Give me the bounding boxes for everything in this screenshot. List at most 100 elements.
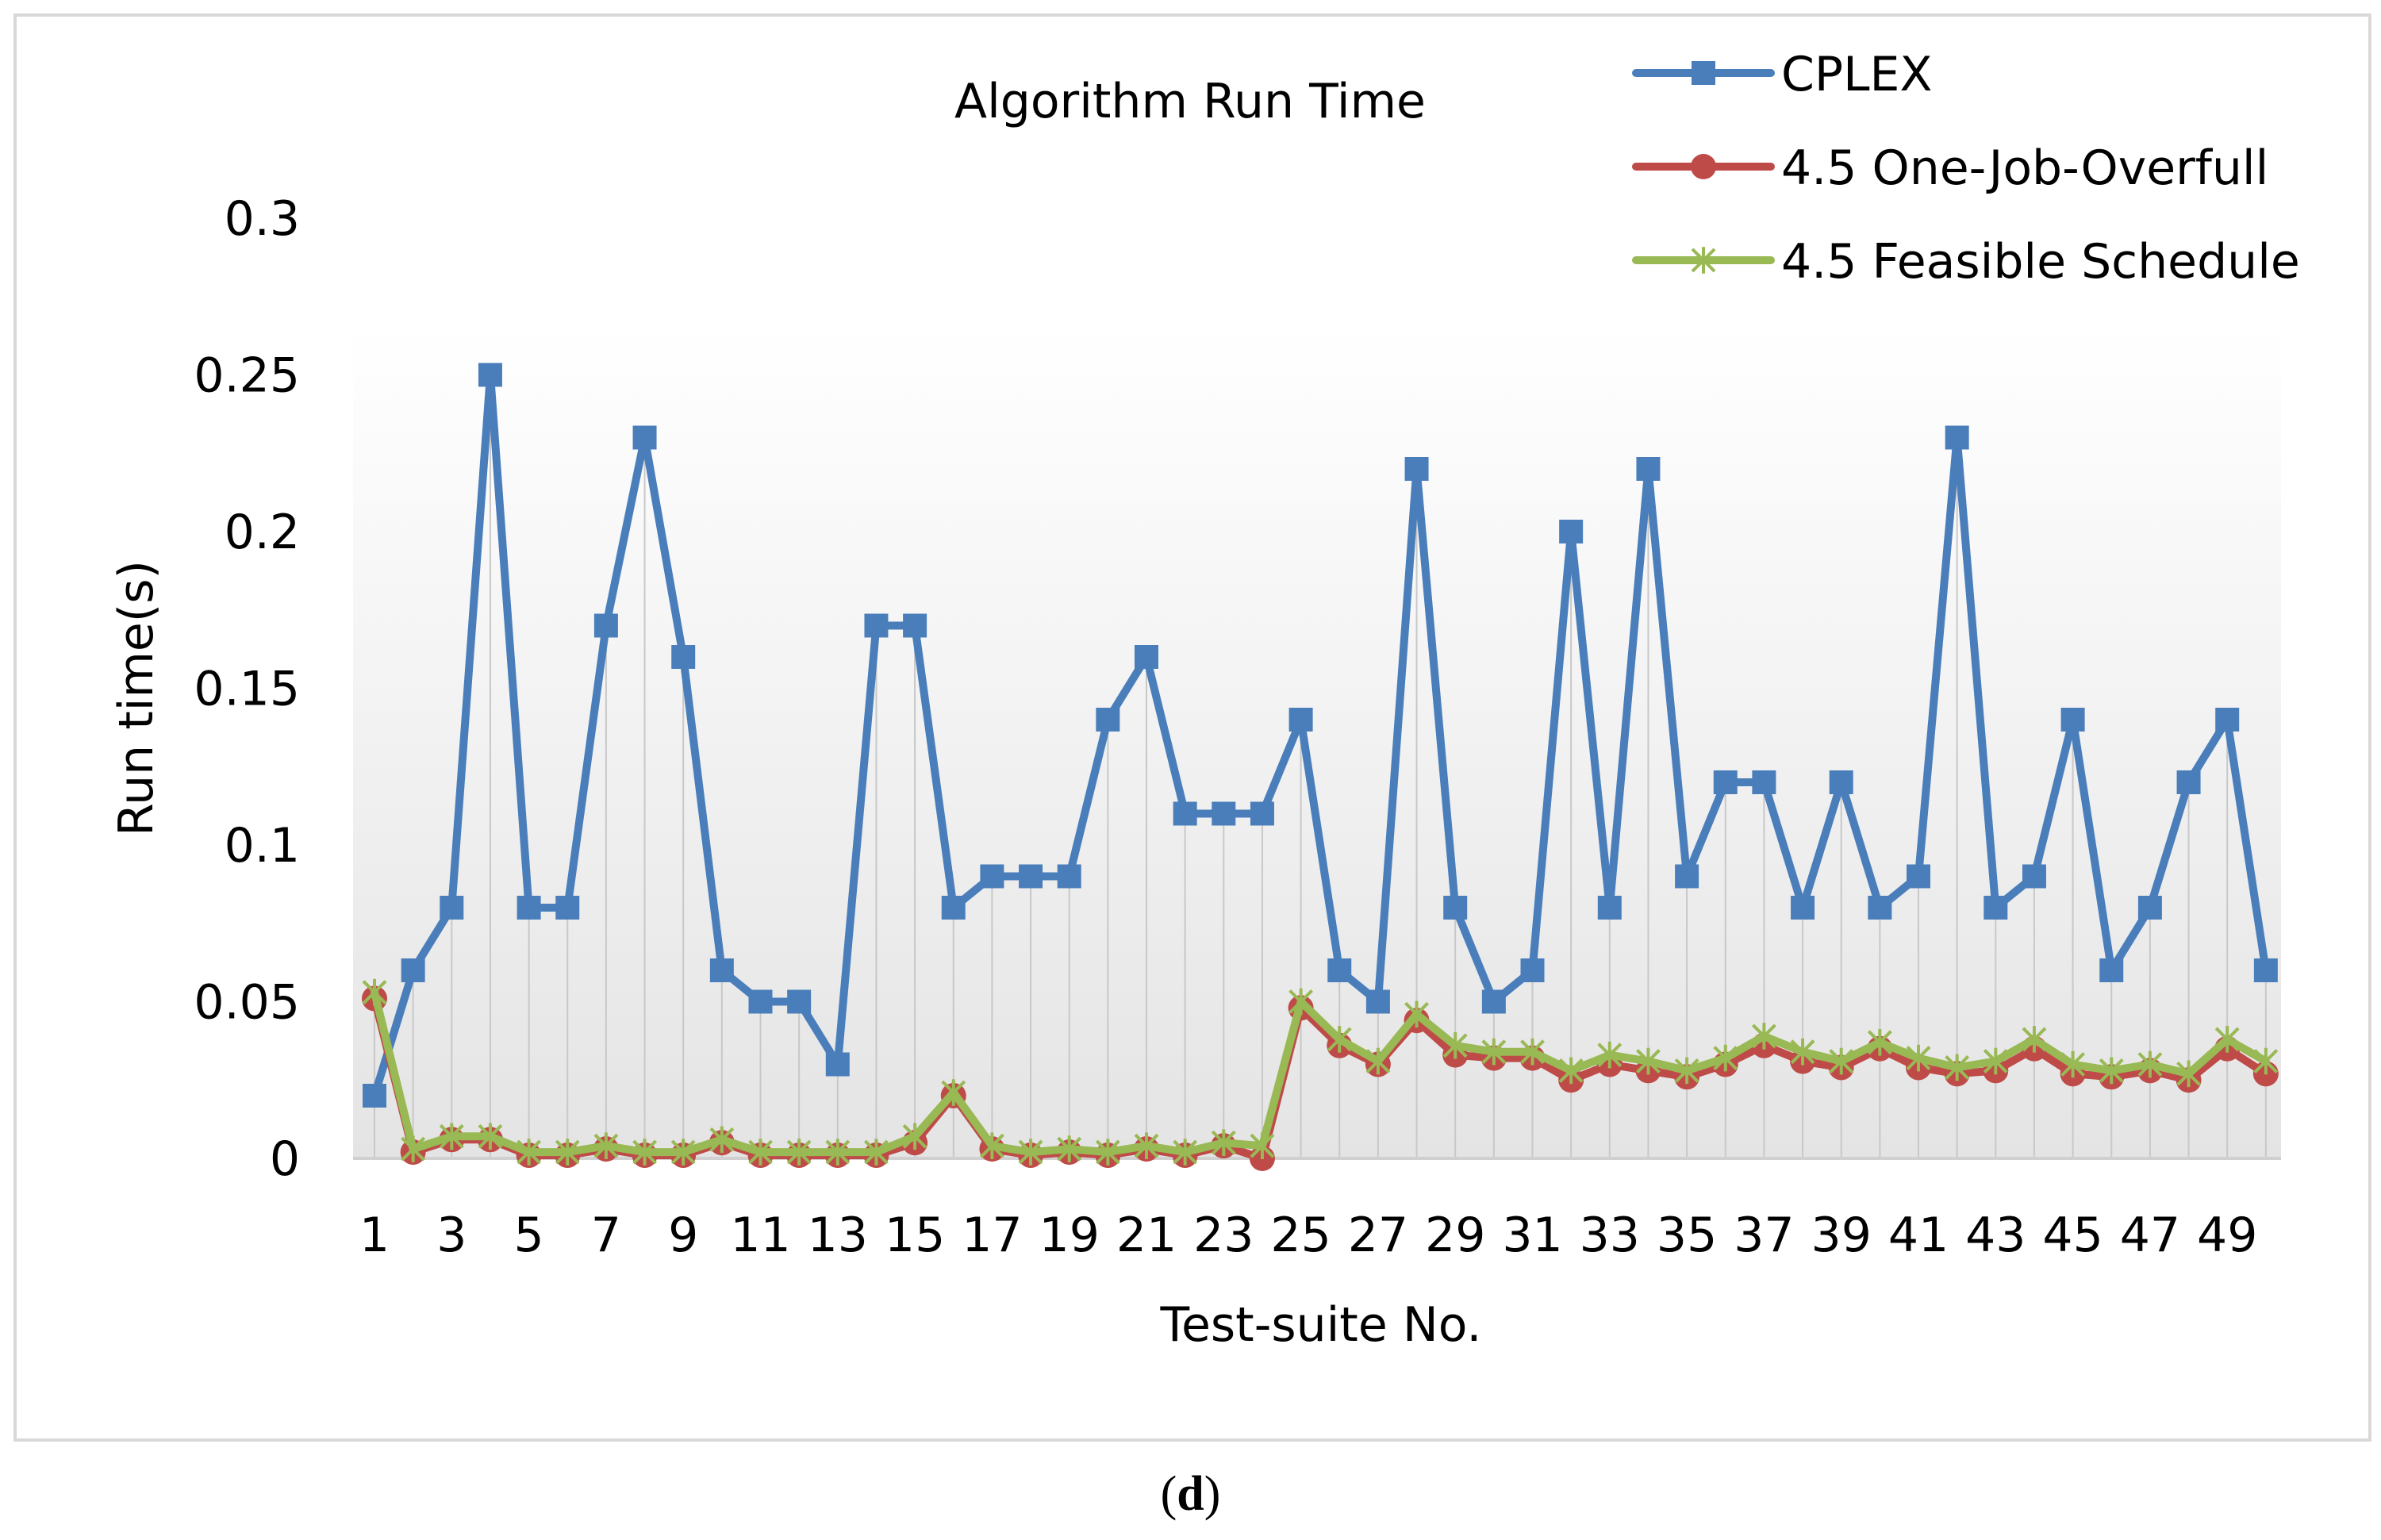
- feasible-schedule-point: [1906, 1044, 1931, 1072]
- cplex-point: [555, 896, 580, 920]
- feasible-schedule-point: [2176, 1060, 2201, 1088]
- cplex-point: [1752, 770, 1776, 794]
- feasible-schedule-point: [2214, 1026, 2240, 1053]
- series-3: [362, 978, 2279, 1166]
- cplex-point: [825, 1052, 850, 1077]
- y-axis-label: Run time(s): [109, 560, 164, 836]
- feasible-schedule-point: [1790, 1038, 1815, 1066]
- feasible-schedule-point: [555, 1139, 580, 1166]
- legend-label: 4.5 Feasible Schedule: [1781, 234, 2300, 290]
- feasible-schedule-point: [1057, 1135, 1082, 1162]
- cplex-point: [2253, 958, 2278, 982]
- x-tick-label: 3: [436, 1208, 467, 1263]
- cplex-point: [1096, 708, 1120, 732]
- cplex-point: [2137, 896, 2162, 920]
- legend: CPLEX 4.5 One-Job-Overfull 4.5 Feasible Sc…: [1632, 47, 2300, 290]
- x-axis-ticks: 1 3 5 7 9 11 13 15 17 19 21 23 25 27 29 31 33 35 37 39 41 43 4…: [359, 1208, 2257, 1263]
- feasible-schedule-point: [1404, 1000, 1429, 1028]
- feasible-schedule-point: [1095, 1139, 1120, 1166]
- cplex-point: [1945, 425, 1969, 450]
- feasible-schedule-point: [941, 1079, 966, 1106]
- feasible-schedule-point: [593, 1132, 619, 1159]
- feasible-schedule-point: [786, 1139, 812, 1166]
- y-tick-label: 0.15: [194, 662, 300, 717]
- feasible-schedule-line: [371, 988, 2270, 1157]
- x-tick-label: 23: [1193, 1208, 1254, 1263]
- x-tick-label: 19: [1039, 1208, 1100, 1263]
- cplex-point: [787, 989, 812, 1014]
- caption-letter: d: [1177, 1467, 1204, 1521]
- cplex-point: [864, 613, 889, 638]
- panel-caption: (d): [0, 1466, 2381, 1523]
- caption-open-paren: (: [1160, 1467, 1177, 1521]
- feasible-schedule-point: [2060, 1050, 2086, 1078]
- feasible-schedule-point: [1288, 988, 1314, 1016]
- feasible-schedule-point: [362, 978, 387, 1006]
- x-tick-label: 49: [2197, 1208, 2257, 1263]
- x-tick-label: 27: [1348, 1208, 1408, 1263]
- feasible-schedule-point: [401, 1135, 426, 1162]
- cplex-point: [363, 1084, 386, 1108]
- cplex-point: [2176, 770, 2201, 794]
- feasible-schedule-point: [1945, 1054, 1970, 1081]
- cplex-point: [1365, 989, 1390, 1014]
- cplex-line: [371, 371, 2270, 1100]
- feasible-schedule-point: [1442, 1032, 1468, 1059]
- y-tick-label: 0.05: [194, 975, 300, 1031]
- feasible-schedule-point: [2022, 1026, 2047, 1053]
- cplex-point: [1481, 989, 1506, 1014]
- cplex-point: [1675, 864, 1699, 889]
- cplex-point: [980, 864, 1004, 889]
- feasible-schedule-point: [1173, 1139, 1198, 1166]
- feasible-schedule-point: [864, 1139, 889, 1166]
- feasible-schedule-point: [1134, 1132, 1159, 1159]
- feasible-schedule-point: [1751, 1023, 1776, 1050]
- x-tick-label: 5: [514, 1208, 544, 1263]
- cplex-point: [1135, 645, 1158, 669]
- cplex-point: [2099, 958, 2124, 982]
- feasible-schedule-point: [1018, 1139, 1043, 1166]
- feasible-schedule-point: [748, 1139, 773, 1166]
- feasible-schedule-point: [439, 1123, 464, 1150]
- feasible-schedule-point: [1327, 1026, 1352, 1053]
- cplex-point: [1791, 896, 1815, 920]
- feasible-schedule-point: [1636, 1047, 1661, 1075]
- x-tick-label: 13: [808, 1208, 868, 1263]
- feasible-schedule-point: [2253, 1047, 2279, 1075]
- cplex-point: [1559, 520, 1584, 543]
- feasible-schedule-point: [1211, 1129, 1236, 1157]
- feasible-schedule-point: [1481, 1038, 1507, 1066]
- legend-item-cplex: CPLEX: [1632, 47, 1933, 102]
- y-tick-label: 0.3: [225, 191, 300, 247]
- cplex-point: [1984, 896, 2008, 920]
- x-tick-label: 7: [591, 1208, 621, 1263]
- y-tick-label: 0.2: [225, 505, 300, 560]
- feasible-schedule-point: [1558, 1057, 1584, 1085]
- cplex-point: [1636, 457, 1661, 481]
- cplex-point: [1404, 457, 1429, 481]
- legend-label: 4.5 One-Job-Overfull: [1781, 140, 2268, 196]
- x-tick-label: 31: [1502, 1208, 1562, 1263]
- x-tick-label: 29: [1425, 1208, 1485, 1263]
- cplex-point: [1597, 896, 1622, 920]
- cplex-point: [1019, 864, 1043, 889]
- cplex-point: [632, 425, 657, 450]
- feasible-schedule-point: [709, 1126, 735, 1154]
- feasible-schedule-point: [1674, 1057, 1699, 1085]
- one-job-overfull-point: [1691, 154, 1716, 179]
- cplex-point: [1520, 958, 1545, 982]
- cplex-point: [1173, 801, 1197, 826]
- cplex-point: [2215, 708, 2240, 732]
- x-tick-label: 11: [730, 1208, 790, 1263]
- feasible-schedule-point: [478, 1123, 503, 1150]
- cplex-point: [478, 363, 502, 387]
- y-tick-label: 0.1: [225, 818, 300, 874]
- feasible-schedule-point: [979, 1132, 1004, 1159]
- x-tick-label: 45: [2042, 1208, 2103, 1263]
- cplex-point: [903, 613, 927, 638]
- feasible-schedule-point: [1983, 1047, 2008, 1075]
- feasible-schedule-point: [2099, 1057, 2124, 1085]
- x-tick-label: 9: [668, 1208, 698, 1263]
- cplex-point: [941, 896, 966, 920]
- cplex-point: [709, 958, 734, 982]
